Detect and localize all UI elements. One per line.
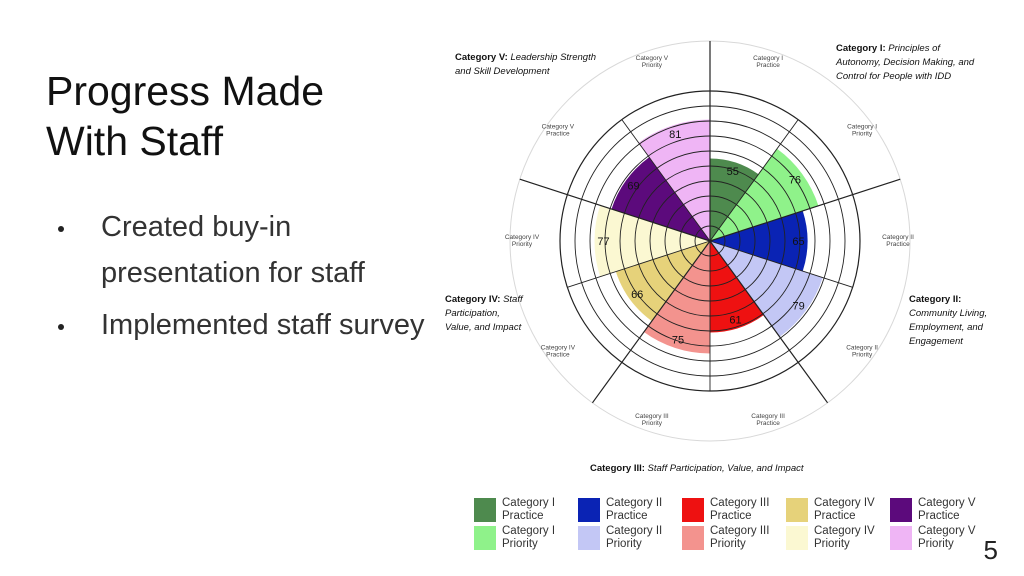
slide-title-line2: With Staff	[46, 118, 223, 164]
legend-swatch	[890, 498, 912, 522]
legend-label: Category IV Practice	[814, 497, 875, 522]
wedge-category-iii-priority	[643, 241, 710, 354]
series-outer-label: Category II Priority	[846, 345, 878, 359]
bullet-item: Created buy-in presentation for staff	[58, 204, 438, 296]
category-description: Category IV: Staff Participation, Value, a…	[445, 294, 524, 333]
value-label: 55	[727, 166, 739, 178]
legend-label: Category II Practice	[606, 497, 663, 522]
category-description: Category II: Community Living, Employment…	[909, 294, 987, 347]
legend-item: Category V Priority	[890, 525, 980, 551]
legend-item: Category II Practice	[578, 497, 668, 523]
legend-label: Category V Priority	[918, 525, 976, 550]
value-label: 65	[792, 236, 804, 248]
value-label: 66	[631, 289, 643, 301]
wedge-category-ii-priority	[710, 241, 823, 337]
category-description: Category V: Leadership Strength and Skill…	[455, 52, 596, 77]
series-outer-label: Category V Practice	[542, 123, 575, 137]
bullet-dot-icon	[58, 226, 64, 232]
spoke-line	[709, 178, 901, 242]
series-outer-label: Category IV Practice	[541, 345, 576, 359]
legend-label: Category III Priority	[710, 525, 770, 550]
category-description: Category I: Principles of Autonomy, Decis…	[835, 43, 975, 82]
legend-item: Category V Practice	[890, 497, 980, 523]
legend-swatch	[786, 526, 808, 550]
series-outer-label: Category I Practice	[753, 55, 783, 69]
bullet-item: Implemented staff survey	[58, 302, 438, 348]
spoke-line	[621, 119, 711, 242]
wedge-category-iii-practice	[710, 241, 764, 333]
series-outer-label: Category I Priority	[847, 123, 877, 137]
wedge-category-v-practice	[611, 157, 710, 241]
series-outer-label: Category IV Priority	[505, 234, 540, 248]
spoke-line	[519, 178, 711, 242]
legend-label: Category IV Priority	[814, 525, 875, 550]
spoke-line	[709, 240, 829, 404]
spoke-line	[709, 119, 799, 242]
legend-item: Category I Practice	[474, 497, 564, 523]
legend-label: Category I Practice	[502, 497, 556, 522]
value-label: 75	[672, 334, 684, 346]
bullet-text: Implemented staff survey	[101, 309, 425, 341]
legend-item: Category IV Priority	[786, 525, 876, 551]
legend-item: Category III Priority	[682, 525, 772, 551]
legend-item: Category IV Practice	[786, 497, 876, 523]
legend-swatch	[578, 498, 600, 522]
series-outer-label: Category III Practice	[751, 413, 785, 427]
series-outer-label: Category II Practice	[882, 234, 914, 248]
legend-label: Category II Priority	[606, 525, 663, 550]
wedge-category-v-priority	[638, 119, 710, 241]
bullet-text: Created buy-in presentation for staff	[101, 211, 365, 289]
wedge-category-i-priority	[710, 148, 819, 241]
legend-label: Category I Priority	[502, 525, 556, 550]
legend-label: Category III Practice	[710, 497, 770, 522]
wedge-category-iv-practice	[615, 241, 710, 322]
spoke-line	[567, 240, 711, 288]
value-label: 77	[597, 236, 609, 248]
value-label: 61	[729, 314, 741, 326]
wedge-category-ii-practice	[710, 210, 808, 272]
wedge-category-i-practice	[710, 158, 759, 241]
value-label: 76	[789, 174, 801, 186]
category-description: Category III: Staff Participation, Value…	[590, 463, 804, 474]
legend-swatch	[682, 526, 704, 550]
series-outer-label: Category III Priority	[635, 413, 669, 427]
value-label: 69	[627, 180, 639, 192]
spoke-line	[709, 240, 853, 288]
series-outer-label: Category V Priority	[636, 55, 669, 69]
legend-swatch	[474, 526, 496, 550]
legend-swatch	[682, 498, 704, 522]
polar-area-chart: 55 76 65 79 61 75 66 77 69 81 Category I Practice Ca…	[445, 40, 987, 474]
legend-swatch	[578, 526, 600, 550]
legend-item: Category II Priority	[578, 525, 668, 551]
legend-swatch	[474, 498, 496, 522]
bullet-list: Created buy-in presentation for staff Im…	[58, 204, 438, 354]
bullet-dot-icon	[58, 324, 64, 330]
legend-label: Category V Practice	[918, 497, 976, 522]
value-label: 81	[669, 129, 681, 141]
value-label: 79	[792, 300, 804, 312]
spoke-line	[591, 240, 711, 404]
wedge-category-iv-priority	[594, 205, 710, 277]
slide-number: 5	[983, 535, 998, 565]
slide-title: Progress Made With Staff	[46, 66, 426, 166]
legend-item: Category I Priority	[474, 525, 564, 551]
legend-swatch	[890, 526, 912, 550]
legend-swatch	[786, 498, 808, 522]
slide-title-line1: Progress Made	[46, 68, 325, 114]
legend-item: Category III Practice	[682, 497, 772, 523]
chart-legend: Category I Practice Category II Practice Cat…	[474, 497, 980, 551]
